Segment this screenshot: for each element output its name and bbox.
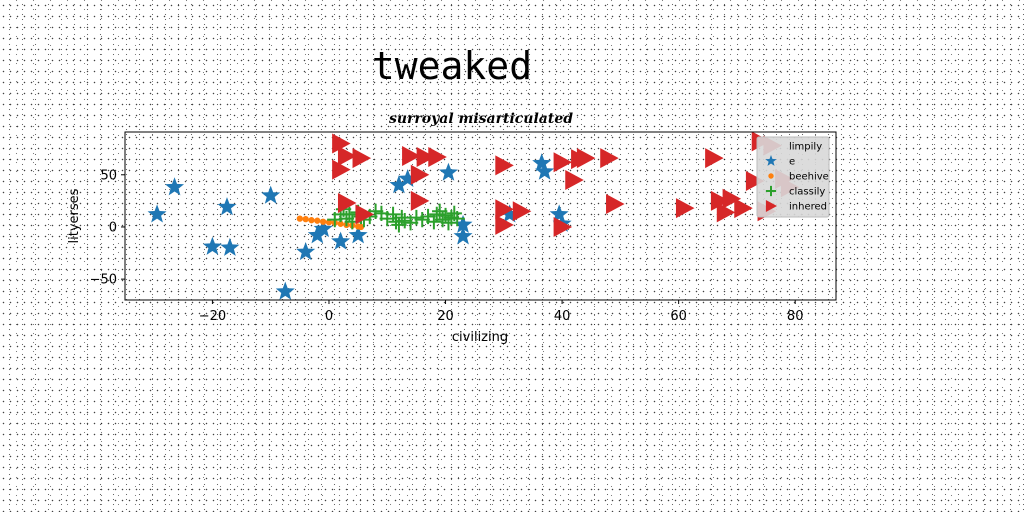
data-point-inhered bbox=[705, 148, 724, 169]
x-axis: −20 0 20 40 60 80 bbox=[199, 300, 804, 324]
x-tick-label: 0 bbox=[325, 309, 333, 324]
data-point-e bbox=[217, 197, 237, 216]
chart-title: surroyal misarticulated bbox=[389, 111, 573, 127]
data-point-e bbox=[348, 225, 368, 244]
x-axis-label: civilizing bbox=[452, 330, 508, 345]
data-point-e bbox=[275, 281, 295, 300]
data-point-beehive bbox=[357, 223, 365, 231]
data-point-e bbox=[296, 242, 316, 261]
data-point-e bbox=[438, 162, 458, 181]
data-point-e bbox=[313, 219, 333, 238]
legend-label-inhered: inhered bbox=[789, 202, 827, 213]
legend-box bbox=[756, 136, 830, 218]
data-point-beehive bbox=[337, 220, 344, 227]
data-point-inhered bbox=[734, 198, 753, 219]
data-point-beehive bbox=[296, 215, 303, 222]
data-point-inhered bbox=[416, 147, 436, 168]
data-point-e bbox=[165, 177, 185, 196]
data-point-inhered bbox=[512, 201, 532, 222]
data-point-inhered bbox=[600, 148, 619, 169]
y-tick-label: 50 bbox=[100, 168, 117, 183]
plot-area bbox=[147, 131, 800, 300]
x-tick-label: 20 bbox=[437, 309, 454, 324]
data-point-e bbox=[453, 226, 473, 245]
data-point-e bbox=[532, 153, 552, 172]
data-point-e bbox=[261, 185, 281, 204]
data-point-inhered bbox=[355, 204, 374, 225]
legend: limpily e beehive classily inhered bbox=[756, 136, 830, 218]
legend-label-beehive: beehive bbox=[789, 172, 829, 183]
legend-marker-classily bbox=[765, 185, 777, 197]
legend-marker-e bbox=[765, 155, 777, 166]
data-point-beehive bbox=[314, 217, 321, 224]
data-point-beehive bbox=[319, 218, 327, 225]
data-point-inhered bbox=[565, 170, 584, 190]
axes-frame bbox=[124, 131, 837, 301]
data-point-e bbox=[147, 204, 167, 223]
data-point-inhered bbox=[410, 190, 430, 211]
data-point-inhered bbox=[745, 171, 765, 192]
x-tick-label: 40 bbox=[554, 309, 571, 324]
data-point-classily bbox=[426, 214, 442, 230]
data-point-inhered bbox=[716, 202, 736, 223]
data-point-inhered bbox=[576, 148, 596, 169]
data-point-e bbox=[331, 231, 351, 250]
data-point-e bbox=[398, 168, 418, 188]
data-point-inhered bbox=[410, 164, 430, 185]
data-point-classily bbox=[449, 210, 465, 227]
data-point-e bbox=[307, 225, 327, 244]
legend-label-limpily: limpily bbox=[789, 142, 822, 153]
data-point-classily bbox=[385, 206, 401, 223]
data-point-inhered bbox=[332, 133, 351, 154]
page-title: tweaked bbox=[372, 44, 532, 88]
data-point-inhered bbox=[495, 155, 514, 176]
data-point-beehive bbox=[302, 215, 309, 223]
data-point-inhered bbox=[553, 216, 573, 237]
data-point-beehive bbox=[325, 219, 333, 226]
data-point-inhered bbox=[495, 199, 514, 220]
legend-label-classily: classily bbox=[789, 187, 825, 198]
data-point-inhered bbox=[675, 198, 695, 219]
y-tick-label: 0 bbox=[109, 220, 117, 235]
legend-marker-beehive bbox=[768, 173, 774, 179]
data-point-inhered bbox=[553, 152, 573, 173]
legend-marker-inhered bbox=[765, 200, 777, 212]
series-e bbox=[147, 153, 572, 300]
x-tick-label: 60 bbox=[670, 309, 687, 324]
data-point-e bbox=[202, 236, 222, 255]
y-axis: −50 0 50 bbox=[90, 168, 125, 288]
data-point-e bbox=[500, 204, 520, 223]
data-point-inhered bbox=[337, 192, 357, 213]
data-point-e bbox=[549, 204, 569, 223]
data-point-inhered bbox=[428, 147, 447, 168]
data-point-beehive bbox=[308, 217, 315, 224]
data-point-inhered bbox=[606, 194, 625, 214]
y-tick-label: −50 bbox=[90, 273, 117, 288]
data-point-inhered bbox=[337, 146, 357, 166]
legend-label-e: e bbox=[789, 157, 795, 168]
data-point-e bbox=[453, 214, 473, 233]
data-point-inhered bbox=[352, 148, 372, 169]
data-point-e bbox=[535, 161, 555, 180]
data-point-inhered bbox=[710, 190, 730, 211]
data-point-inhered bbox=[402, 146, 421, 166]
y-axis-label: lityerses bbox=[67, 188, 82, 243]
data-point-classily bbox=[341, 206, 358, 223]
data-point-e bbox=[389, 175, 409, 194]
x-tick-label: 80 bbox=[787, 309, 804, 324]
data-point-e bbox=[220, 237, 240, 256]
data-point-inhered bbox=[722, 188, 742, 209]
x-tick-label: −20 bbox=[199, 309, 226, 324]
data-point-inhered bbox=[495, 214, 514, 235]
data-point-inhered bbox=[332, 159, 351, 180]
data-point-classily bbox=[394, 209, 410, 226]
